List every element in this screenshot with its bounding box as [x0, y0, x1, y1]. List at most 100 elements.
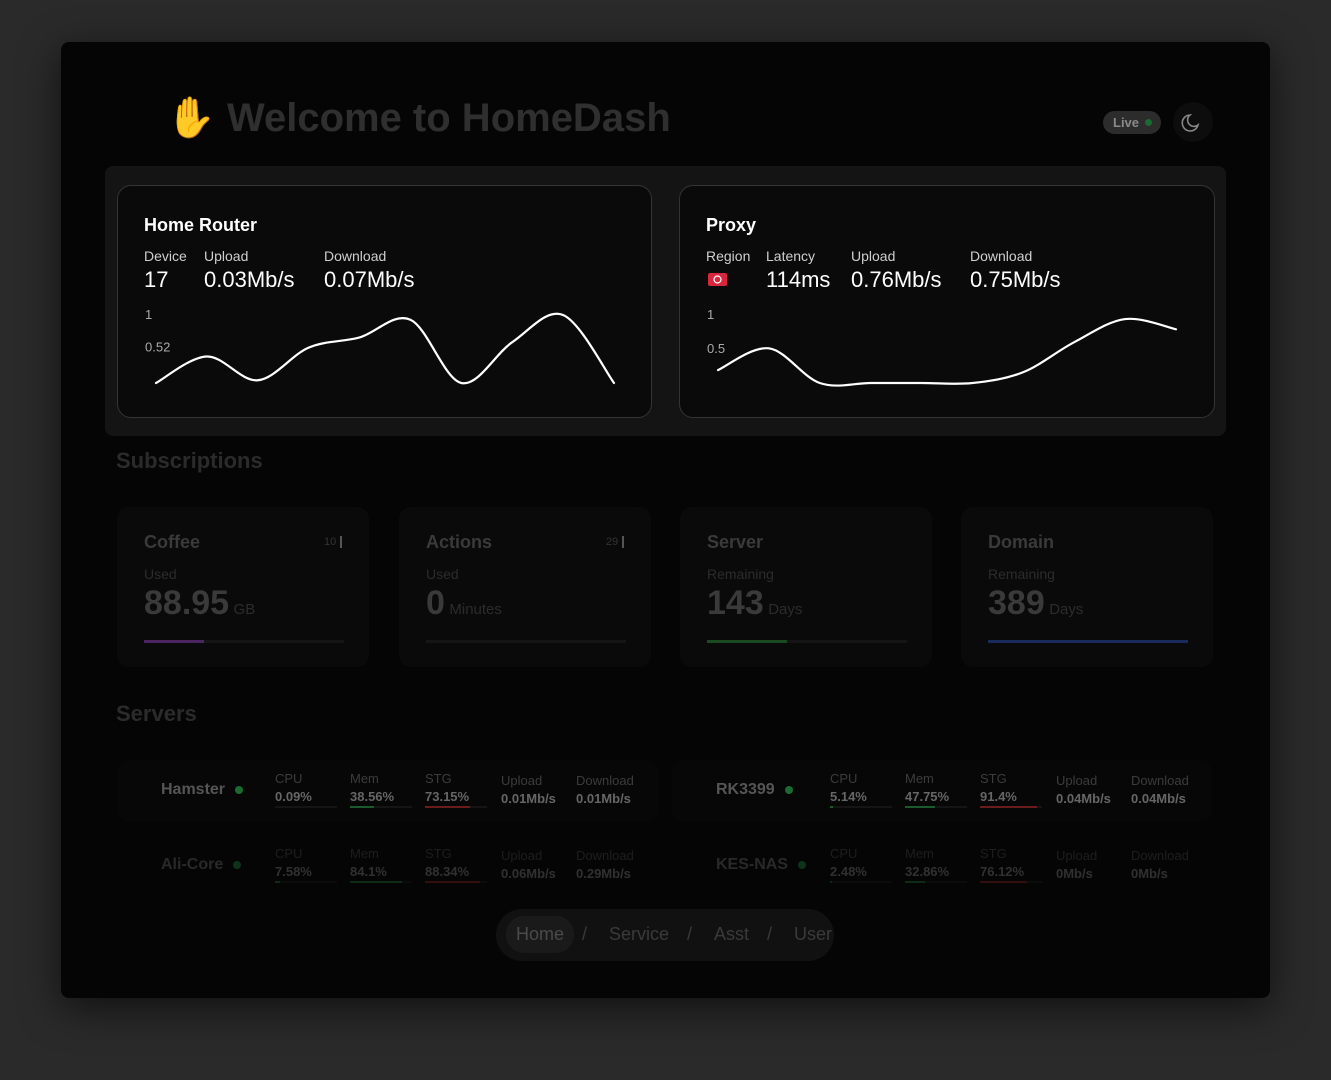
- metric-value: 0.04Mb/s: [1056, 791, 1111, 806]
- sparkline: [716, 317, 1178, 387]
- wave-icon: ✋: [166, 96, 216, 140]
- nav-item[interactable]: Home: [506, 916, 575, 953]
- subscription-name: Coffee: [144, 532, 201, 552]
- metric-value: 91.4%: [980, 789, 1017, 804]
- stat-label: Latency: [766, 248, 816, 264]
- server-card: Hamster CPU 0.09% Mem 38.56% STG 73.15% Upload 0…: [117, 760, 659, 822]
- metric-bar: [275, 881, 280, 883]
- subscription-label: Remaining: [988, 566, 1055, 582]
- progress-track: [144, 640, 344, 643]
- metric-label: Download: [1131, 773, 1189, 788]
- server-card: Ali-Core CPU 7.58% Mem 84.1% STG 88.34% Upload 0…: [117, 835, 659, 897]
- metric-label: Upload: [1056, 773, 1098, 788]
- stat-label: Upload: [851, 248, 896, 264]
- live-dot: [1145, 119, 1152, 126]
- stat-value: 0.03Mb/s: [204, 267, 295, 292]
- status-dot: [785, 786, 793, 794]
- status-dot: [235, 786, 243, 794]
- subscription-card: Domain Remaining 389 Days: [961, 507, 1213, 667]
- subscription-value-row: 143 Days: [707, 584, 802, 623]
- stat-value: 0.75Mb/s: [970, 267, 1061, 292]
- server-name: KES-NAS: [716, 856, 789, 873]
- progress-bar: [144, 640, 204, 643]
- metric-track: [275, 806, 337, 808]
- metric-value: 0.06Mb/s: [501, 866, 556, 881]
- subscription-card: Actions 29 Used 0 Minutes: [399, 507, 651, 667]
- metric-label: CPU: [275, 846, 303, 861]
- metric-label: Download: [576, 848, 634, 863]
- subscription-label: Used: [144, 566, 177, 582]
- metric-label: Download: [1131, 848, 1189, 863]
- metric-label: STG: [980, 771, 1007, 786]
- progress-track: [426, 640, 626, 643]
- stat-value: 0.76Mb/s: [851, 267, 942, 292]
- card-title: Home Router: [144, 215, 258, 235]
- metric-bar: [350, 881, 403, 883]
- stat-label: Download: [970, 248, 1033, 264]
- metric-bar: [350, 806, 374, 808]
- theme-toggle[interactable]: [1173, 102, 1213, 142]
- stat-label: Download: [324, 248, 387, 264]
- subscription-name: Server: [707, 532, 764, 552]
- subscription-value: 143: [707, 584, 764, 622]
- metric-bar: [425, 881, 480, 883]
- metric-value: 5.14%: [830, 789, 867, 804]
- metric-value: 38.56%: [350, 789, 395, 804]
- metric-value: 0Mb/s: [1056, 866, 1093, 881]
- server-name: Ali-Core: [161, 856, 224, 873]
- title-text: Welcome to HomeDash: [226, 96, 671, 140]
- nav-separator: /: [767, 924, 773, 944]
- nav-bar: Home / Service / Asst / User: [496, 909, 834, 961]
- subscription-badge: 29: [606, 536, 619, 548]
- metric-label: Mem: [350, 771, 379, 786]
- metric-label: STG: [425, 846, 452, 861]
- metric-bar: [425, 806, 471, 808]
- moon-icon: [1181, 114, 1200, 132]
- metric-track: [830, 806, 892, 808]
- stat-value: 114ms: [766, 267, 831, 292]
- metric-bar: [830, 881, 832, 883]
- subscription-card: Coffee 10 Used 88.95 GB: [117, 507, 369, 667]
- metric-value: 76.12%: [980, 864, 1025, 879]
- subscription-badge: 10: [324, 536, 337, 548]
- metric-value: 32.86%: [905, 864, 950, 879]
- region-flag: [708, 273, 727, 286]
- stat-value: 17: [144, 267, 169, 292]
- metric-value: 88.34%: [425, 864, 470, 879]
- badge-bar: [622, 536, 624, 548]
- badge-bar: [340, 536, 342, 548]
- metric-label: Download: [576, 773, 634, 788]
- nav-item[interactable]: Service: [609, 924, 670, 944]
- y-tick-label: 0.5: [707, 341, 725, 356]
- sparkline-chart: 10.52: [145, 307, 616, 385]
- nav-item[interactable]: User: [794, 924, 833, 944]
- stat-label: Device: [144, 248, 187, 264]
- status-dot: [233, 861, 241, 869]
- progress-bar: [988, 640, 1188, 643]
- subscription-label: Used: [426, 566, 459, 582]
- page-title: ✋ Welcome to HomeDash: [166, 94, 671, 141]
- metric-value: 47.75%: [905, 789, 950, 804]
- subscription-value-row: 88.95 GB: [144, 584, 255, 623]
- nav-item[interactable]: Asst: [714, 924, 750, 944]
- server-card: KES-NAS CPU 2.48% Mem 32.86% STG 76.12% Upload 0…: [672, 835, 1212, 897]
- metric-value: 0Mb/s: [1131, 866, 1168, 881]
- metric-track: [905, 806, 967, 808]
- sparkline: [154, 312, 616, 385]
- metric-value: 2.48%: [830, 864, 867, 879]
- metric-track: [350, 881, 412, 883]
- server-name: Hamster: [161, 781, 226, 798]
- subscription-unit: GB: [233, 601, 256, 618]
- metric-value: 0.09%: [275, 789, 312, 804]
- metric-label: CPU: [830, 771, 858, 786]
- metric-value: 0.29Mb/s: [576, 866, 631, 881]
- proxy-card: Proxy Region Latency 114ms Upload 0.76Mb/s Dow…: [679, 185, 1215, 418]
- metric-bar: [905, 806, 935, 808]
- metric-value: 0.01Mb/s: [501, 791, 556, 806]
- metric-value: 73.15%: [425, 789, 470, 804]
- window: ✋ Welcome to HomeDash Live Home Router De…: [61, 42, 1270, 998]
- y-tick-label: 0.52: [145, 340, 170, 355]
- metric-value: 0.04Mb/s: [1131, 791, 1186, 806]
- metric-bar: [980, 881, 1028, 883]
- subscription-name: Actions: [426, 532, 493, 552]
